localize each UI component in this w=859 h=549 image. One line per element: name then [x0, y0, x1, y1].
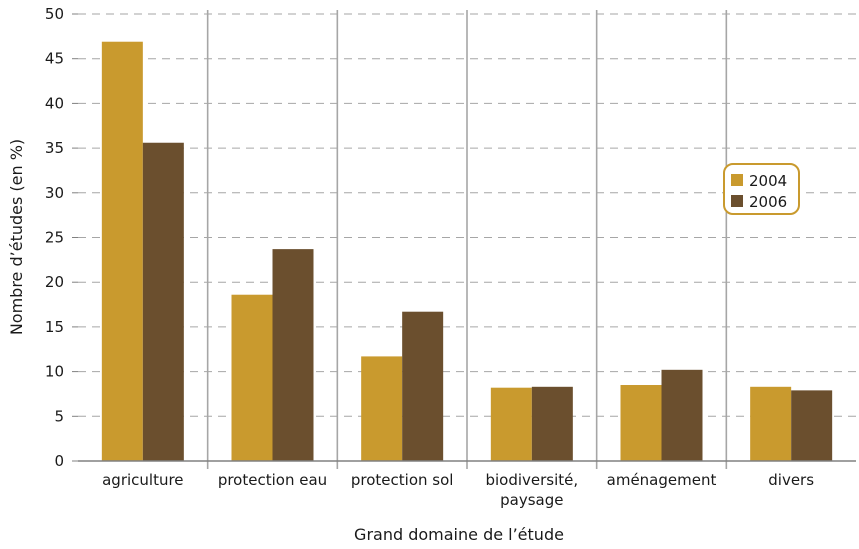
x-axis-title: Grand domaine de l’étude: [354, 525, 564, 544]
y-axis-title: Nombre d’études (en %): [7, 139, 26, 335]
y-tick-label: 25: [45, 229, 64, 247]
x-tick-label: protection sol: [351, 471, 454, 489]
legend: 2004 2006: [723, 163, 800, 215]
bar-2004-agriculture: [101, 41, 143, 462]
x-tick-labels: agriculture protection eau protection sol b…: [102, 471, 814, 509]
legend-label-2006: 2006: [749, 193, 787, 211]
x-tick-label: aménagement: [607, 471, 717, 489]
bar-2006-protection-eau: [272, 249, 314, 461]
y-tick-label: 35: [45, 139, 64, 157]
y-tick-labels: 0 5 10 15 20 25 30 35 40 45 50: [45, 5, 78, 470]
legend-label-2004: 2004: [749, 172, 787, 190]
y-tick-label: 45: [45, 50, 64, 68]
x-tick-label: biodiversité, paysage: [485, 471, 578, 509]
y-tick-label: 40: [45, 94, 64, 112]
bar-2006-divers: [791, 390, 833, 461]
y-tick-label: 5: [54, 407, 64, 425]
legend-swatch-2006: [731, 195, 743, 207]
bar-2004-am-nagement: [620, 385, 662, 461]
bar-2006-am-nagement: [661, 369, 703, 461]
legend-swatch-2004: [731, 174, 743, 186]
bar-2006-agriculture: [142, 142, 184, 461]
bar-2004-protection-eau: [231, 294, 273, 461]
y-tick-label: 10: [45, 363, 64, 381]
y-tick-label: 30: [45, 184, 64, 202]
bar-2006-protection-sol: [402, 311, 444, 461]
bar-2004-protection-sol: [361, 356, 403, 461]
y-tick-label: 50: [45, 5, 64, 23]
x-tick-label: agriculture: [102, 471, 183, 489]
bars: [101, 41, 833, 462]
y-tick-label: 20: [45, 273, 64, 291]
bar-2004-biodiversit-paysage: [490, 387, 532, 461]
y-tick-label: 15: [45, 318, 64, 336]
y-tick-label: 0: [54, 452, 64, 470]
category-separators: [206, 10, 728, 469]
bar-2006-biodiversit-paysage: [531, 386, 573, 461]
x-tick-label: divers: [768, 471, 814, 489]
bar-2004-divers: [750, 386, 792, 461]
x-tick-label: protection eau: [218, 471, 327, 489]
